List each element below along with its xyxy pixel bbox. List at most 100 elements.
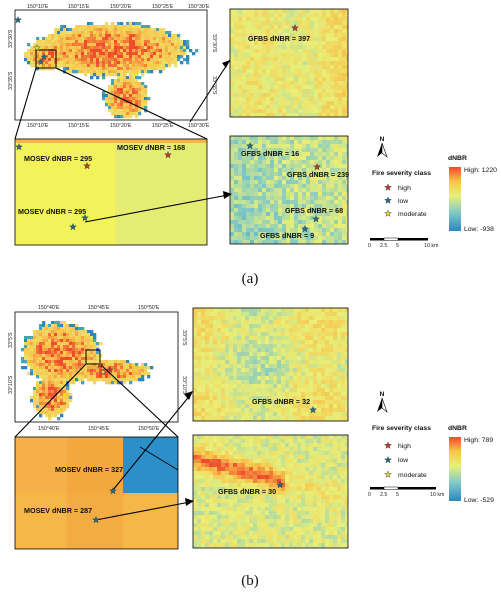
panel-b-left-ticks: 33°5'S 33°10'S <box>8 332 14 394</box>
legend-low-value: Low: -938 <box>464 226 494 233</box>
legend-high-value: High: 1220 <box>464 167 497 174</box>
svg-text:150°50'E: 150°50'E <box>138 426 160 432</box>
star-gfbs-397-high <box>291 23 299 32</box>
star-overview-low <box>14 15 22 24</box>
legend-star-high <box>384 183 392 191</box>
svg-text:33°5'S: 33°5'S <box>181 330 187 346</box>
svg-text:150°15'E: 150°15'E <box>68 123 90 129</box>
panel-a-connector-lines <box>14 59 232 223</box>
legend-low: low <box>398 457 408 464</box>
svg-text:150°30'E: 150°30'E <box>188 4 210 10</box>
legend-high: high <box>398 443 411 450</box>
panel-b-top-ticks: 150°40'E 150°45'E 150°50'E <box>38 305 160 311</box>
panel-a-legend: N Fire severity class high low moderate … <box>368 136 497 249</box>
svg-text:150°25'E: 150°25'E <box>152 123 174 129</box>
svg-text:33°10'S: 33°10'S <box>8 375 14 394</box>
legend-dnbr-title: dNBR <box>448 425 467 432</box>
panel-a-overview-map <box>14 9 208 121</box>
svg-text:150°10'E: 150°10'E <box>27 4 49 10</box>
panel-b-inset-box <box>85 349 101 365</box>
legend-moderate: moderate <box>398 211 427 218</box>
svg-text:150°50'E: 150°50'E <box>138 305 160 311</box>
caption-a: (a) <box>242 271 259 287</box>
legend-low: low <box>398 198 408 205</box>
label-gfbs-16: GFBS dNBR = 16 <box>241 149 299 158</box>
panel-a-top-ticks: 150°10'E 150°15'E 150°20'E 150°25'E 150°… <box>27 4 210 10</box>
panel-a-left-ticks: 33°30'S 33°35'S <box>8 29 14 90</box>
svg-text:150°45'E: 150°45'E <box>88 426 110 432</box>
star-overview-low-2 <box>40 53 48 61</box>
panel-b-mosev-map <box>14 436 179 550</box>
panel-b-markers <box>92 361 317 524</box>
svg-text:150°20'E: 150°20'E <box>110 123 132 129</box>
caption-b: (b) <box>241 573 259 589</box>
label-mosev-295-b: MOSEV dNBR = 295 <box>18 207 86 216</box>
north-arrow: N <box>377 391 388 413</box>
panel-a-burn-area <box>24 22 199 119</box>
label-gfbs-239: GFBS dNBR = 239 <box>287 170 349 179</box>
legend-low-value: Low: -529 <box>464 497 494 504</box>
legend-high-value: High: 789 <box>464 437 493 444</box>
svg-text:150°30'E: 150°30'E <box>188 123 210 129</box>
svg-text:150°25'E: 150°25'E <box>152 4 174 10</box>
star-mosev-168-high <box>164 150 172 159</box>
label-mosev-168: MOSEV dNBR = 168 <box>117 143 185 152</box>
svg-text:150°40'E: 150°40'E <box>38 426 60 432</box>
star-overview-high <box>96 361 104 369</box>
legend-star-low <box>384 455 392 464</box>
svg-text:150°15'E: 150°15'E <box>68 4 90 10</box>
legend-class-title: Fire severity class <box>372 170 431 177</box>
star-mosev-327-low <box>109 486 117 495</box>
panel-a-markers <box>14 15 321 233</box>
star-mosev-287-low <box>92 515 100 524</box>
svg-text:N: N <box>380 136 385 143</box>
label-mosev-287: MOSEV dNBR = 287 <box>24 506 92 515</box>
panel-b-right-ticks: 33°5'S 33°10'S <box>181 330 187 395</box>
svg-text:33°30'S: 33°30'S <box>8 29 14 48</box>
svg-text:33°35'S: 33°35'S <box>8 71 14 90</box>
label-gfbs-397: GFBS dNBR = 397 <box>248 34 310 43</box>
panel-b-labels: GFBS dNBR = 32 MOSEV dNBR = 327 MOSEV dN… <box>24 397 310 515</box>
panel-b: 150°40'E 150°45'E 150°50'E 150°40'E 150°… <box>8 305 494 589</box>
panel-a-bottom-ticks: 150°10'E 150°15'E 150°20'E 150°25'E 150°… <box>27 123 210 129</box>
star-overview-high-2 <box>106 366 114 374</box>
star-overview-low-3 <box>37 58 45 66</box>
legend-moderate: moderate <box>398 472 427 479</box>
svg-text:10 km: 10 km <box>424 243 439 249</box>
panel-a-mosev-map <box>14 138 208 246</box>
star-gfbs-9-low <box>301 224 309 233</box>
legend-star-moderate <box>384 209 392 217</box>
svg-text:5: 5 <box>396 243 399 249</box>
svg-text:150°45'E: 150°45'E <box>88 305 110 311</box>
label-mosev-327: MOSEV dNBR = 327 <box>55 465 123 474</box>
svg-text:33°5'S: 33°5'S <box>8 332 14 348</box>
svg-text:33°10'S: 33°10'S <box>181 376 187 395</box>
star-gfbs-16-low <box>246 141 254 150</box>
svg-text:0: 0 <box>368 243 371 249</box>
star-overview-moderate <box>33 43 41 52</box>
legend-high: high <box>398 185 411 192</box>
scale-bar: 0 2.5 5 10 km <box>368 237 439 249</box>
panel-b-gfbs-top-map <box>192 307 349 422</box>
star-mosev-295-high <box>83 161 91 170</box>
star-gfbs-68-low <box>312 214 320 223</box>
panel-b-bottom-ticks: 150°40'E 150°45'E 150°50'E <box>38 426 160 432</box>
star-gfbs-32-low <box>309 405 317 414</box>
panel-a-inset-box <box>35 49 57 69</box>
label-gfbs-9: GFBS dNBR = 9 <box>260 231 314 240</box>
label-gfbs-32: GFBS dNBR = 32 <box>252 397 310 406</box>
legend-star-high <box>384 441 392 449</box>
legend-colorbar <box>449 437 461 501</box>
legend-dnbr-title: dNBR <box>448 155 467 162</box>
panel-b-overview-map <box>14 311 179 423</box>
legend-star-moderate <box>384 470 392 478</box>
label-mosev-295-a: MOSEV dNBR = 295 <box>24 154 92 163</box>
svg-text:150°40'E: 150°40'E <box>38 305 60 311</box>
panel-b-gfbs-bottom-map <box>192 434 349 549</box>
legend-colorbar <box>449 167 461 231</box>
star-mosev-low <box>15 142 23 151</box>
svg-text:2.5: 2.5 <box>380 243 387 249</box>
panel-a-gfbs-top-map <box>229 8 349 118</box>
panel-b-legend: N Fire severity class high low moderate … <box>368 391 494 504</box>
